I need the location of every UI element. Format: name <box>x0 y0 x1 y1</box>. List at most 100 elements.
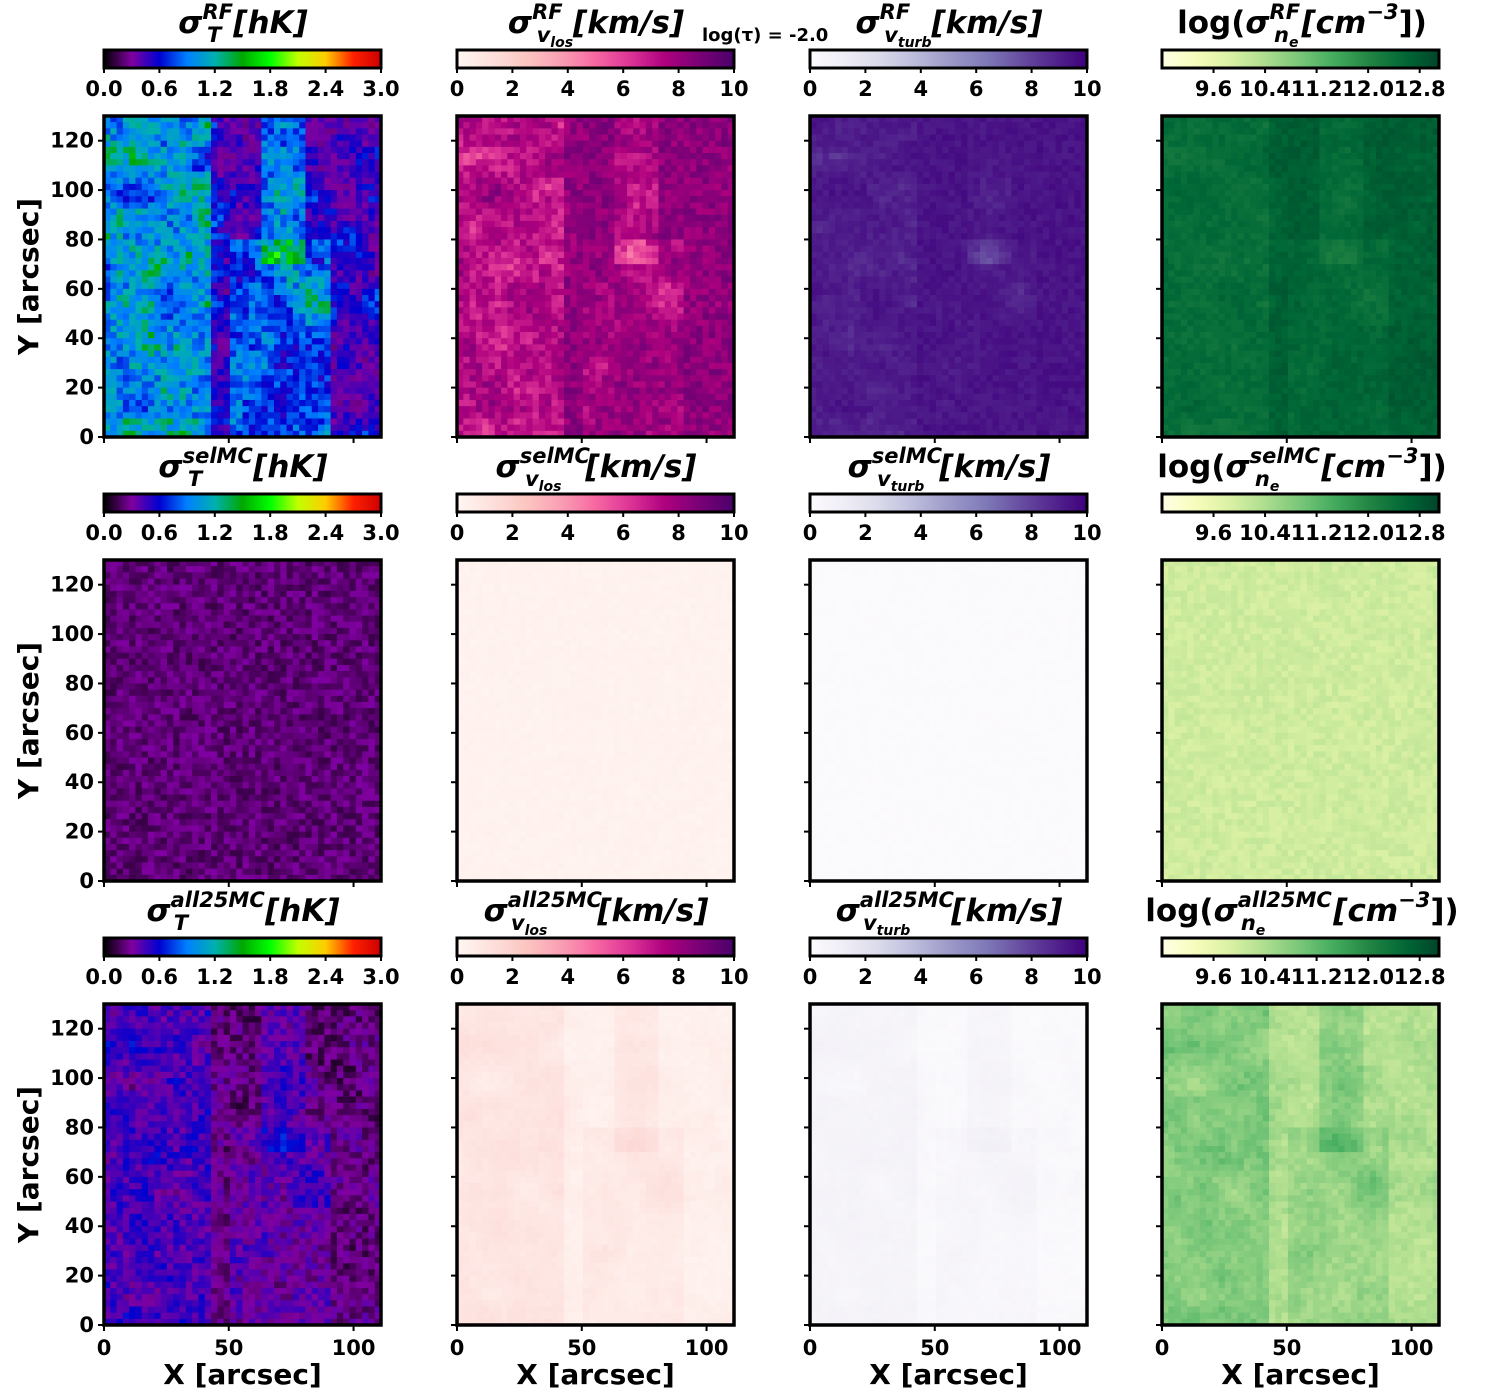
x-axis-label: X [arcsec] <box>869 1358 1027 1391</box>
title-subsubscript: los <box>550 35 573 51</box>
colorbar-tick-label: 8 <box>1024 521 1039 545</box>
colorbar-tick-label: 0 <box>803 965 818 989</box>
colorbar-tick-label: 3.0 <box>362 77 399 101</box>
title-subsubscript: turb <box>877 923 911 939</box>
heatmap-vturb-row1 <box>810 116 1088 438</box>
colorbar-tick-label: 11.2 <box>1291 965 1343 989</box>
x-tick-label: 100 <box>685 1336 729 1360</box>
colorbar-tick-label: 12.8 <box>1394 77 1446 101</box>
colorbar-tick-label: 10 <box>719 77 748 101</box>
y-axis-label: Y [arcsec] <box>12 1086 45 1244</box>
title-symbol: σ <box>1214 893 1238 929</box>
heatmap-T-row2 <box>104 560 382 882</box>
colorbar-T-row2 <box>104 494 381 512</box>
colorbar-tick-label: 0.6 <box>141 521 178 545</box>
colorbar-tick-label: 6 <box>969 965 984 989</box>
title-symbol: σ <box>146 893 170 929</box>
title-unit: [km/s] <box>951 893 1062 929</box>
title-subsubscript: e <box>1289 35 1299 51</box>
colorbar-T-row1 <box>104 50 381 68</box>
y-axis-label: Y [arcsec] <box>12 198 45 356</box>
panel-title-vlos-row1: σRFvlos[km/s] <box>508 8 684 39</box>
colorbar-tick-label: 2.4 <box>307 965 344 989</box>
panel-title-T-row3: σall25MCT [hK] <box>146 896 339 927</box>
colorbar-ne-row1 <box>1162 50 1439 68</box>
x-tick-label: 0 <box>1155 1336 1170 1360</box>
x-tick-label: 100 <box>1038 1336 1082 1360</box>
colorbar-tick-label: 2 <box>505 521 520 545</box>
x-axis-label: X [arcsec] <box>1221 1358 1379 1391</box>
title-unit: [hK] <box>233 5 307 41</box>
panel-title-vlos-row3: σall25MCvlos[km/s] <box>484 896 709 927</box>
title-unit: [km/s] <box>573 5 684 41</box>
colorbar-tick-label: 2 <box>505 965 520 989</box>
colorbar-ne-row2 <box>1162 494 1439 512</box>
colorbar-tick-label: 10 <box>1072 521 1101 545</box>
heatmap-vturb-row2 <box>810 560 1088 882</box>
title-symbol: σ <box>484 893 508 929</box>
title-subscript: vturb <box>884 23 931 47</box>
colorbar-tick-label: 0.0 <box>85 77 122 101</box>
y-tick-label: 0 <box>79 869 94 893</box>
title-superscript: all25MC <box>860 888 954 912</box>
x-tick-label: 0 <box>97 1336 112 1360</box>
colorbar-tick-label: 8 <box>1024 77 1039 101</box>
colorbar-tick-label: 2 <box>505 77 520 101</box>
colorbar-vlos-row3 <box>457 938 734 956</box>
optical-depth-note: log(τ) = -2.0 <box>702 25 828 46</box>
title-superscript: RF <box>1270 0 1301 24</box>
title-unit: [km/s] <box>939 449 1050 485</box>
y-tick-label: 20 <box>65 820 94 844</box>
y-tick-label: 120 <box>50 1017 94 1041</box>
heatmap-vlos-row1 <box>457 116 735 438</box>
y-tick-label: 40 <box>65 326 94 350</box>
y-tick-label: 100 <box>50 178 94 202</box>
title-symbol: σ <box>1245 5 1269 41</box>
title-unit: [km/s] <box>931 5 1042 41</box>
colorbar-tick-label: 1.2 <box>196 965 233 989</box>
colorbar-tick-label: 2 <box>858 77 873 101</box>
title-unit: [cm <box>1333 893 1398 929</box>
colorbar-tick-label: 2.4 <box>307 77 344 101</box>
title-unit-exponent: −3 <box>1398 888 1430 912</box>
x-tick-label: 50 <box>1272 1336 1301 1360</box>
colorbar-tick-label: 4 <box>913 965 928 989</box>
panel-title-vlos-row2: σselMCvlos[km/s] <box>496 452 697 483</box>
title-symbol: σ <box>856 5 880 41</box>
title-subscript: ne <box>1255 467 1279 491</box>
heatmap-T-row3 <box>104 1004 382 1326</box>
title-subscript: ne <box>1241 911 1265 935</box>
x-tick-label: 100 <box>1390 1336 1434 1360</box>
colorbar-tick-label: 10 <box>719 965 748 989</box>
y-tick-label: 40 <box>65 1214 94 1238</box>
x-axis-label: X [arcsec] <box>163 1358 321 1391</box>
colorbar-tick-label: 10 <box>1072 77 1101 101</box>
colorbar-tick-label: 0 <box>803 521 818 545</box>
colorbar-tick-label: 1.2 <box>196 521 233 545</box>
x-axis-label: X [arcsec] <box>516 1358 674 1391</box>
title-superscript: RF <box>532 0 563 24</box>
title-unit: [cm <box>1302 5 1367 41</box>
colorbar-tick-label: 6 <box>616 965 631 989</box>
colorbar-vturb-row1 <box>810 50 1087 68</box>
y-tick-label: 80 <box>65 671 94 695</box>
title-suffix: ]) <box>1399 5 1427 41</box>
title-subscript: vlos <box>525 467 561 491</box>
colorbar-tick-label: 2 <box>858 965 873 989</box>
x-tick-label: 100 <box>332 1336 376 1360</box>
y-tick-label: 100 <box>50 1066 94 1090</box>
title-unit: [hK] <box>253 449 327 485</box>
y-tick-label: 20 <box>65 376 94 400</box>
colorbar-tick-label: 8 <box>1024 965 1039 989</box>
colorbar-tick-label: 0.0 <box>85 521 122 545</box>
title-subscript: T <box>174 911 188 935</box>
y-tick-label: 40 <box>65 770 94 794</box>
colorbar-tick-label: 0.0 <box>85 965 122 989</box>
y-tick-label: 0 <box>79 1313 94 1337</box>
colorbar-vlos-row2 <box>457 494 734 512</box>
colorbar-tick-label: 0 <box>803 77 818 101</box>
title-superscript: all25MC <box>508 888 602 912</box>
title-subsubscript: turb <box>898 35 932 51</box>
colorbar-tick-label: 6 <box>969 77 984 101</box>
